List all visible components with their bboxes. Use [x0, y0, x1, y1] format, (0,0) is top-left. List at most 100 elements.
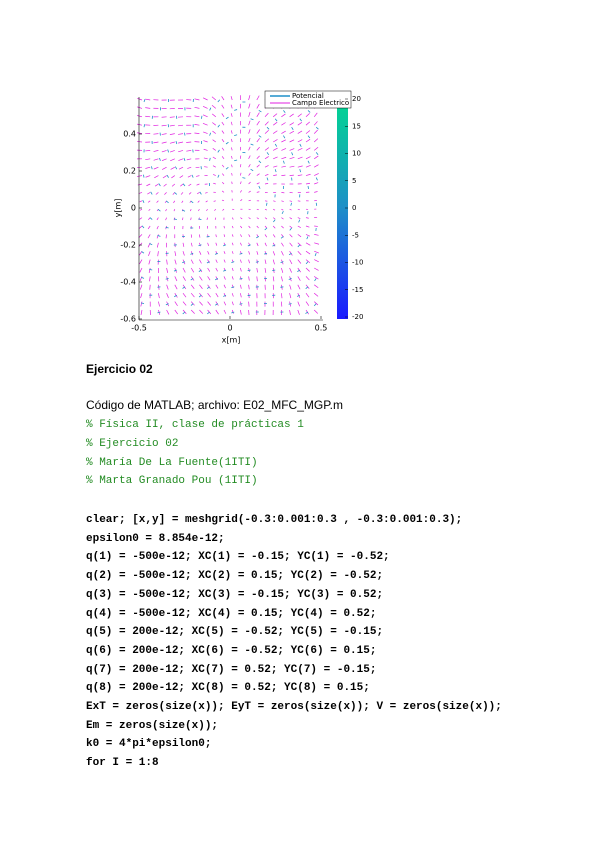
field-arrow — [205, 192, 208, 194]
contour-dash — [258, 110, 262, 113]
field-arrow — [174, 309, 179, 315]
field-arrow — [264, 217, 268, 220]
field-arrow — [221, 130, 225, 134]
field-arrow — [231, 172, 233, 176]
field-arrow — [213, 200, 216, 202]
field-arrow — [214, 217, 217, 220]
contour-dash — [272, 244, 276, 247]
field-arrow — [161, 150, 167, 153]
field-arrow — [174, 301, 178, 306]
field-arrow — [199, 309, 204, 314]
contour-dash — [151, 166, 153, 170]
field-arrow — [139, 284, 143, 290]
field-arrow — [256, 138, 260, 143]
legend-label: Potencial — [292, 92, 324, 100]
contour-dash — [165, 278, 169, 280]
field-arrow — [174, 251, 177, 257]
field-arrow — [240, 276, 242, 281]
contour-dash — [150, 191, 153, 195]
code-line: % Física II, clase de prácticas 1 — [86, 419, 304, 431]
field-arrow — [203, 148, 208, 151]
field-arrow — [138, 225, 143, 229]
field-pattern — [136, 95, 320, 316]
legend-label: Campo Electrico — [292, 99, 349, 107]
contour-dash — [165, 200, 169, 204]
field-arrow — [230, 96, 233, 101]
contour-dash — [223, 244, 227, 247]
contour-dash — [217, 99, 221, 103]
field-arrow — [281, 139, 287, 143]
code-line: q(3) = -500e-12; XC(3) = -0.15; YC(3) = … — [86, 588, 384, 601]
field-arrow — [205, 200, 208, 203]
field-arrow — [314, 259, 319, 263]
contour-dash — [234, 109, 238, 111]
field-arrow — [170, 166, 175, 170]
field-arrow — [149, 276, 151, 282]
contour-dash — [231, 261, 235, 264]
field-arrow — [281, 276, 283, 282]
field-arrow — [248, 301, 250, 307]
y-tick-label: -0.4 — [120, 278, 136, 287]
code-line: q(4) = -500e-12; XC(4) = 0.15; YC(4) = 0… — [86, 607, 377, 620]
field-arrow — [198, 209, 200, 212]
field-arrow — [281, 156, 287, 160]
field-arrow — [207, 242, 209, 247]
contour-dash — [198, 294, 202, 298]
field-arrow — [256, 164, 260, 168]
field-arrow — [289, 267, 292, 273]
field-arrow — [256, 242, 259, 247]
field-arrow — [273, 200, 276, 202]
field-arrow — [139, 208, 143, 211]
field-arrow — [170, 158, 175, 162]
field-arrow — [289, 293, 292, 299]
field-arrow — [272, 225, 276, 229]
field-arrow — [281, 251, 284, 256]
contour-dash — [182, 311, 186, 315]
field-arrow — [264, 165, 269, 168]
colorbar-tick-label: 15 — [352, 122, 361, 130]
field-arrow — [281, 130, 286, 134]
field-arrow — [161, 124, 167, 127]
field-arrow — [281, 148, 287, 151]
field-arrow — [169, 141, 175, 144]
field-arrow — [281, 200, 284, 202]
field-arrow — [178, 150, 184, 153]
field-arrow — [240, 199, 243, 202]
contour-dash — [182, 286, 186, 289]
contour-dash — [143, 99, 146, 103]
field-arrow — [231, 181, 233, 185]
contour-dash — [305, 286, 309, 290]
field-arrow — [182, 301, 187, 306]
contour-dash — [258, 185, 261, 189]
contour-dash — [182, 183, 186, 187]
field-arrow — [231, 301, 234, 306]
field-arrow — [297, 122, 303, 126]
field-arrow — [137, 123, 143, 126]
field-arrow — [147, 192, 151, 195]
field-arrow — [256, 103, 260, 109]
code-line: % Marta Granado Pou (1ITI) — [86, 475, 258, 488]
field-arrow — [289, 309, 291, 315]
field-arrow — [215, 276, 219, 281]
field-arrow — [289, 234, 293, 238]
contour-dash — [315, 152, 319, 155]
contour-dash — [313, 303, 317, 307]
field-arrow — [248, 155, 251, 159]
field-arrow — [264, 156, 269, 160]
field-arrow — [289, 284, 292, 290]
field-arrow — [147, 234, 151, 239]
field-arrow — [248, 129, 251, 134]
field-arrow — [273, 156, 278, 160]
code-line: q(7) = 200e-12; XC(7) = 0.52; YC(7) = -0… — [86, 663, 377, 676]
field-arrow — [215, 293, 219, 298]
field-arrow — [221, 96, 225, 101]
field-arrow — [289, 165, 295, 168]
contour-dash — [141, 251, 145, 254]
field-arrow — [230, 104, 233, 109]
field-arrow — [297, 259, 302, 264]
field-arrow — [264, 225, 268, 229]
field-arrow — [145, 175, 151, 178]
field-arrow — [264, 174, 269, 176]
field-arrow — [153, 141, 159, 144]
field-arrow — [215, 309, 219, 315]
